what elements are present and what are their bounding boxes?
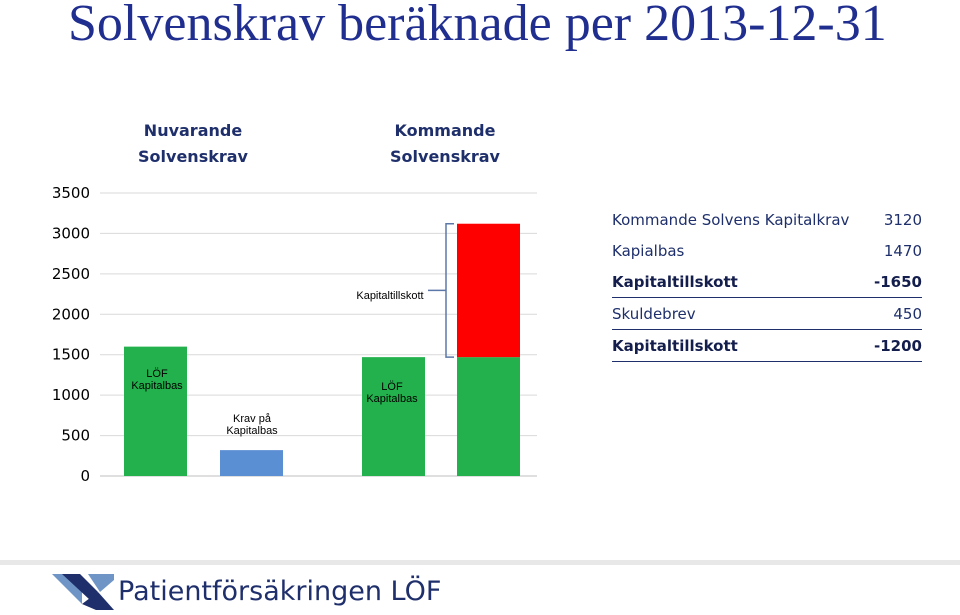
lof-logo-icon [52, 574, 114, 610]
bar [457, 357, 520, 476]
y-tick-label: 0 [80, 467, 90, 485]
summary-table: Kommande Solvens Kapitalkrav 3120 Kapialb… [612, 204, 922, 362]
footer-divider [0, 560, 960, 565]
bar-label: Kapitalbas [366, 393, 418, 405]
summary-label: Kommande Solvens Kapitalkrav [612, 210, 850, 229]
annotation-label: Kapitaltillskott [356, 290, 423, 302]
bar-label: Kapitalbas [131, 380, 183, 392]
summary-label: Kapitaltillskott [612, 266, 862, 298]
footer-brand: Patientförsäkringen LÖF [118, 576, 442, 607]
y-tick-label: 2000 [52, 305, 90, 323]
y-tick-label: 3000 [52, 224, 90, 242]
annotation-bracket [445, 222, 454, 358]
summary-value: 450 [862, 297, 922, 330]
column-header-coming: Kommande Solvenskrav [370, 118, 520, 170]
bar [362, 357, 425, 476]
summary-value: 3120 [883, 210, 922, 229]
summary-value: -1650 [862, 266, 922, 298]
bar-label: LÖF [381, 381, 403, 393]
solvency-bar-chart: 0500100015002000250030003500LÖFKapitalba… [52, 184, 537, 485]
summary-row: Kapitaltillskott -1200 [612, 329, 922, 362]
summary-value: -1200 [862, 329, 922, 362]
column-header-coming-line1: Kommande [394, 121, 496, 140]
column-header-coming-line2: Solvenskrav [390, 147, 500, 166]
summary-value: 1470 [883, 241, 922, 260]
y-tick-label: 1500 [52, 346, 90, 364]
bar-label: Krav på [233, 413, 272, 425]
summary-row: Kommande Solvens Kapitalkrav 3120 [612, 204, 922, 235]
y-tick-label: 1000 [52, 386, 90, 404]
summary-row: Skuldebrev 450 [612, 297, 922, 330]
summary-label: Kapitaltillskott [612, 329, 862, 362]
summary-row: Kapialbas 1470 [612, 235, 922, 266]
bar-label: LÖF [146, 368, 168, 380]
bar [124, 346, 187, 476]
column-header-current: Nuvarande Solvenskrav [118, 118, 268, 170]
y-tick-label: 500 [61, 427, 90, 445]
column-header-current-line1: Nuvarande [143, 121, 243, 140]
bar-segment [457, 223, 520, 358]
y-tick-label: 3500 [52, 184, 90, 202]
summary-label: Kapialbas [612, 241, 685, 260]
column-header-current-line2: Solvenskrav [138, 147, 248, 166]
y-tick-label: 2500 [52, 265, 90, 283]
summary-row: Kapitaltillskott -1650 [612, 266, 922, 298]
page-title: Solvenskrav beräknade per 2013-12-31 [68, 0, 887, 52]
bar-label: Kapitalbas [226, 425, 278, 437]
summary-label: Skuldebrev [612, 297, 862, 330]
bar [220, 450, 283, 476]
